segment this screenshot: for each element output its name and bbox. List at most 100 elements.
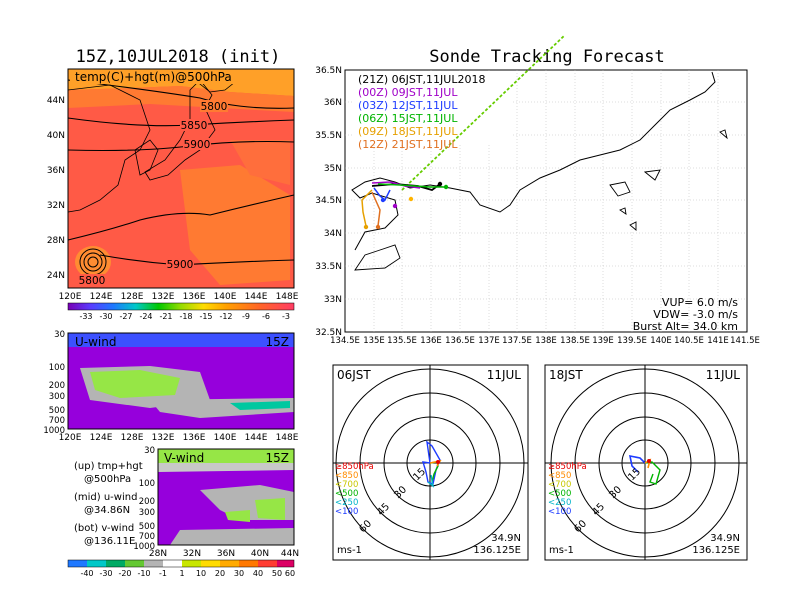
temp-colorbar-label: -21 — [159, 312, 172, 321]
lat-tick: 28N — [149, 549, 167, 559]
hodograph — [422, 440, 441, 485]
contour-labels: 5800 5850 5900 5900 5800 — [78, 100, 228, 287]
pressure-tick: 700 — [139, 532, 155, 542]
vwind-panel — [157, 448, 295, 546]
lon-tick: 136E — [420, 336, 442, 346]
landing-point — [437, 181, 443, 187]
lon-tick: 136E — [183, 433, 206, 443]
pressure-legend-item: <250 — [548, 498, 571, 508]
lon-tick: 141.5E — [730, 336, 760, 346]
lat-tick: 44N — [281, 549, 299, 559]
temp-colorbar — [67, 302, 295, 311]
lon-tick: 135.5E — [387, 336, 417, 346]
wind-colorbar-label: -10 — [137, 569, 150, 578]
lat-tick: 36.5N — [315, 66, 342, 76]
lon-tick: 132E — [152, 292, 175, 302]
wind-colorbar-labels: -40 -30 -20 -10 -1 1 10 20 30 40 50 60 — [80, 569, 295, 578]
wind-colorbar-label: -30 — [99, 569, 112, 578]
pressure-legend-item: <500 — [548, 489, 571, 499]
wind-colorbar-label: 10 — [196, 569, 206, 578]
wind-colorbar-label: 60 — [285, 569, 295, 578]
polar-lon: 136.125E — [473, 545, 521, 556]
temp-colorbar-label: -9 — [242, 312, 250, 321]
pressure-tick: 200 — [49, 381, 65, 391]
lon-tick: 140.5E — [674, 336, 704, 346]
pressure-tick: 200 — [139, 497, 155, 507]
polar-time: 18JST — [549, 368, 583, 382]
temp-map — [67, 68, 295, 289]
uwind-label: U-wind — [75, 335, 116, 349]
lon-tick: 139E — [592, 336, 614, 346]
polar-date: 11JUL — [487, 368, 522, 382]
polar-plot-18jst — [544, 364, 748, 561]
pressure-legend-item: <100 — [335, 507, 358, 517]
pressure-tick: 100 — [49, 363, 65, 373]
uwind-time: 15Z — [266, 335, 290, 349]
lon-tick: 138E — [535, 336, 557, 346]
lat-tick: 40N — [251, 549, 269, 559]
note-line: @34.86N — [84, 505, 130, 516]
landing-point — [392, 203, 398, 209]
lon-tick: 120E — [59, 292, 82, 302]
pressure-tick: 30 — [144, 446, 155, 456]
lon-tick: 141E — [707, 336, 729, 346]
contour-label: 5800 — [201, 101, 228, 113]
lon-tick: 124E — [90, 433, 113, 443]
lat-tick: 28N — [47, 236, 65, 246]
hodograph — [427, 474, 435, 488]
right-lon-ticks: 134.5E 135E 135.5E 136E 136.5E 137E 137.… — [330, 336, 760, 346]
landing-point — [380, 197, 386, 203]
lat-tick: 33.5N — [315, 262, 342, 272]
legend-item: (03Z) 12JST,11JUL — [358, 99, 458, 112]
pressure-legend-item: <100 — [548, 507, 571, 517]
wind-colorbar-label: -40 — [80, 569, 93, 578]
note-line: @136.11E — [84, 536, 135, 547]
landing-point — [408, 196, 414, 202]
lat-tick: 32N — [47, 201, 65, 211]
lon-tick: 120E — [59, 433, 82, 443]
wind-colorbar — [67, 559, 295, 568]
landing-point — [375, 224, 381, 230]
polar-plot-06jst — [332, 364, 529, 561]
lon-tick: 140E — [650, 336, 672, 346]
lon-tick: 140E — [214, 433, 237, 443]
note-line: (mid) u-wind — [74, 492, 137, 503]
lat-tick: 33N — [324, 295, 342, 305]
param-line: VUP= 6.0 m/s — [662, 296, 738, 309]
vwind-label: V-wind — [164, 451, 204, 465]
track-legend: (21Z) 06JST,11JUL2018 (00Z) 09JST,11JUL … — [358, 73, 485, 151]
polar-date: 11JUL — [706, 368, 741, 382]
lon-tick: 148E — [276, 292, 299, 302]
pressure-legend-item: <500 — [335, 489, 358, 499]
polar-time: 06JST — [337, 368, 371, 382]
temp-colorbar-label: -6 — [262, 312, 270, 321]
contour-label: 5900 — [167, 259, 194, 271]
drift-track-orange — [361, 189, 373, 227]
lon-tick: 135E — [363, 336, 385, 346]
vwind-pressure-ticks: 30 100 200 300 500 700 1000 — [133, 446, 155, 552]
lon-tick: 138.5E — [560, 336, 590, 346]
map-label: temp(C)+hgt(m)@500hPa — [75, 70, 232, 84]
vwind-lat-ticks: 28N 32N 36N 40N 44N — [149, 549, 299, 559]
temp-colorbar-labels: -33 -30 -27 -24 -21 -18 -15 -12 -9 -6 -3 — [79, 312, 290, 321]
legend-item: (09Z) 18JST,11JUL — [358, 125, 458, 138]
lat-tick: 32N — [183, 549, 201, 559]
pressure-legend-item: ≥850hPa — [335, 462, 374, 472]
panel-notes: (up) tmp+hgt @500hPa (mid) u-wind @34.86… — [74, 461, 143, 547]
pressure-tick: 1000 — [43, 426, 65, 436]
pressure-legend-item: <850 — [548, 471, 571, 481]
uwind-panel — [67, 332, 295, 430]
lat-tick: 34N — [324, 229, 342, 239]
lon-tick: 132E — [152, 433, 175, 443]
launch-params: VUP= 6.0 m/s VDW= -3.0 m/s Burst Alt= 34… — [633, 296, 739, 333]
contour-label: 5800 — [79, 275, 106, 287]
note-line: (bot) v-wind — [74, 523, 134, 534]
lat-tick: 24N — [47, 271, 65, 281]
lon-tick: 137.5E — [502, 336, 532, 346]
temp-colorbar-label: -18 — [179, 312, 192, 321]
lon-tick: 144E — [245, 433, 268, 443]
drift-track-brown — [371, 191, 381, 227]
polar-lon: 136.125E — [692, 545, 740, 556]
wind-colorbar-label: 20 — [215, 569, 225, 578]
legend-item: (06Z) 15JST,11JUL — [358, 112, 458, 125]
